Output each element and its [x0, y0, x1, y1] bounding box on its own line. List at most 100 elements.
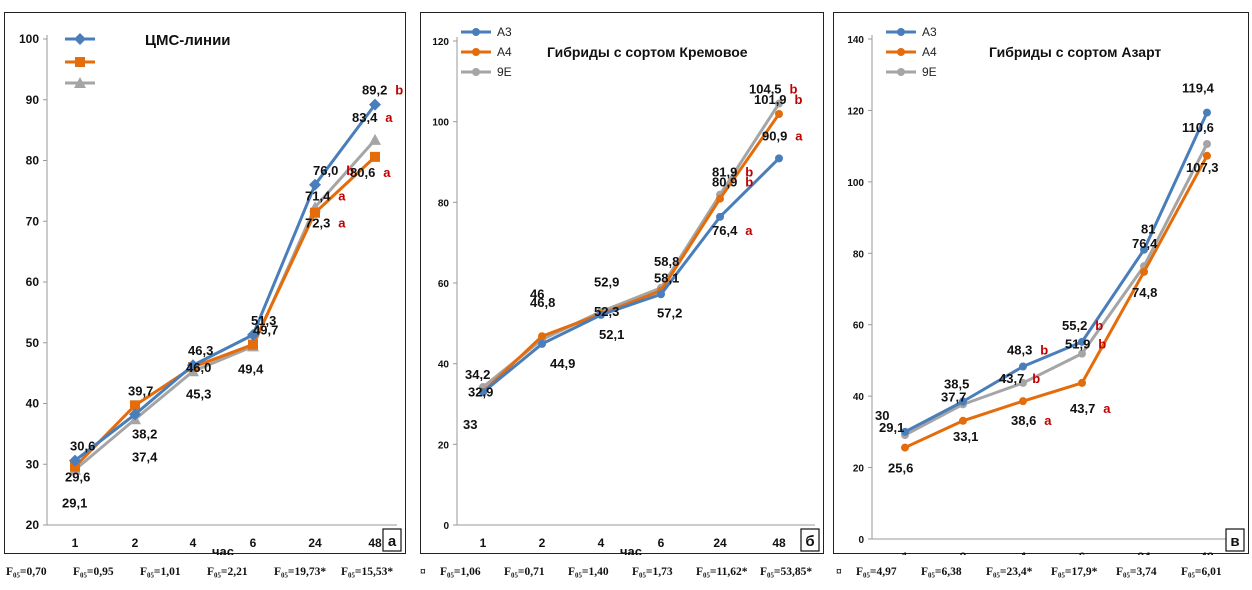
data-label-9E: 46 [530, 286, 544, 301]
legend-marker-A4 [897, 48, 905, 56]
x-axis-label: час [620, 544, 642, 555]
data-point-A3 [1019, 362, 1027, 371]
chart-panel-v: 02040608010012014012462448часвГибриды с … [833, 12, 1249, 555]
significance-letter-A4: a [383, 165, 391, 180]
legend-marker-9E [897, 68, 905, 76]
data-label-A3: 32,9 [468, 384, 493, 399]
y-tick-label: 60 [438, 279, 450, 290]
data-label-A3: 30,6 [70, 439, 95, 454]
x-tick-label: 48 [1200, 550, 1214, 555]
data-point-A3 [538, 339, 546, 348]
f-stat: F₀₅=19,73* [274, 566, 327, 578]
data-label-A4: 33 [463, 417, 477, 432]
data-point-A4 [1078, 378, 1086, 387]
y-tick-label: 20 [438, 440, 450, 451]
data-point-A4 [1140, 267, 1148, 276]
chart-panel-a: 20 30 40 50 60 70 80 90 100 1 2 4 6 24 48 час а ЦМС-линии… [4, 12, 406, 555]
significance-letter-9E: b [790, 82, 798, 97]
significance-letter-A4: a [1103, 401, 1111, 416]
legend-marker-A3 [74, 33, 86, 45]
data-label-9E: 49,4 [238, 361, 264, 376]
data-label-9E: 37,7 [941, 389, 966, 404]
data-label-9E: 29,1 [879, 420, 904, 435]
data-point-A4 [310, 207, 320, 218]
significance-letter-9E: a [338, 215, 346, 230]
data-label-9E: 51,9 [1065, 337, 1090, 352]
f-stat: F₀₅=53,85* [760, 566, 813, 578]
data-point-A4 [1019, 397, 1027, 406]
f-stat: F₀₅=11,62* [696, 566, 748, 578]
series-line-A4 [904, 155, 1209, 449]
legend-marker-9E [472, 68, 480, 76]
series-line-9E [74, 138, 377, 471]
data-point-9E [1019, 378, 1027, 387]
data-label-A4: 101,9 [754, 92, 787, 107]
data-point-A3 [959, 397, 967, 406]
data-label-A3: 57,2 [657, 305, 682, 320]
data-point-A4 [70, 461, 80, 472]
data-point-A4 [130, 400, 140, 411]
x-tick-label: 1 [72, 536, 79, 550]
data-point-A3 [1140, 245, 1148, 254]
significance-letter-A3: b [1040, 343, 1048, 358]
significance-letter-A4: b [795, 92, 803, 107]
f-stat: F₀₅=23,4* [986, 566, 1033, 578]
x-tick-label: 48 [772, 536, 786, 550]
significance-letter-A3: b [395, 83, 403, 98]
data-label-9E: 83,4 [352, 110, 378, 125]
significance-letter-A3: a [745, 223, 753, 238]
data-label-A4: 52,3 [594, 304, 619, 319]
y-tick-label: 100 [19, 32, 39, 46]
data-point-A4 [775, 110, 783, 119]
chart-panel-b: 0 20 40 60 80 100 120 1 2 4 6 24 48 час б Гибриды с сор… [420, 12, 824, 555]
data-label-A3: 38,5 [944, 377, 969, 392]
data-label-A4: 58,1 [654, 271, 679, 286]
f-stat-separator: ¤ [836, 566, 842, 578]
f-stat: F₀₅=0,95 [73, 566, 114, 578]
data-point-A3 [901, 427, 909, 436]
data-label-9E: 72,3 [305, 215, 330, 230]
significance-letter-9E: b [1098, 337, 1106, 352]
data-label-9E: 110,6 [1182, 120, 1214, 135]
f-stat: F₀₅=1,73 [632, 566, 673, 578]
data-label-A4: 107,3 [1186, 160, 1219, 175]
f-stat: F₀₅=6,38 [921, 566, 962, 578]
significance-letter-A3: b [1095, 318, 1103, 333]
f-stat: F₀₅=17,9* [1051, 566, 1098, 578]
data-point-A3 [369, 98, 381, 111]
significance-letter-A4: a [1044, 413, 1052, 428]
x-tick-label: 4 [1020, 550, 1027, 555]
data-label-9E: 34,2 [465, 367, 490, 382]
data-label-A3: 51,3 [251, 313, 276, 328]
data-label-9E: 52,9 [594, 275, 619, 290]
data-point-A3 [247, 328, 259, 341]
series-line-9E [904, 143, 1209, 437]
data-point-A3 [187, 359, 199, 372]
chart-title: ЦМС-линии [145, 32, 231, 49]
y-tick-label: 140 [847, 35, 864, 46]
data-label-A3: 38,2 [132, 426, 157, 441]
x-tick-label: 24 [713, 536, 727, 550]
data-label-A4: 43,7 [1070, 401, 1095, 416]
legend-marker-A4 [472, 48, 480, 56]
series-line-A4 [73, 155, 377, 468]
data-point-9E [1078, 349, 1086, 358]
series-line-A3 [904, 111, 1209, 434]
data-point-A3 [657, 290, 665, 299]
chart-v-svg: 02040608010012014012462448часвГибриды с … [847, 25, 1245, 555]
chart-title: Гибриды с сортом Азарт [989, 44, 1161, 60]
significance-letter-A4: b [745, 175, 753, 190]
data-label-A4: 25,6 [888, 461, 913, 476]
y-tick-label: 100 [432, 118, 449, 129]
data-point-A3 [479, 388, 487, 397]
x-tick-label: 2 [960, 550, 967, 555]
f-stat: F₀₅=1,40 [568, 566, 609, 578]
data-label-A3: 30 [875, 408, 889, 423]
data-label-A4: 38,6 [1011, 413, 1036, 428]
x-tick-label: 4 [598, 536, 605, 550]
y-tick-label: 40 [853, 392, 865, 403]
y-tick-label: 0 [443, 521, 449, 532]
x-tick-label: 1 [480, 536, 487, 550]
data-label-A3: 52,1 [599, 327, 624, 342]
data-point-9E [369, 133, 381, 145]
